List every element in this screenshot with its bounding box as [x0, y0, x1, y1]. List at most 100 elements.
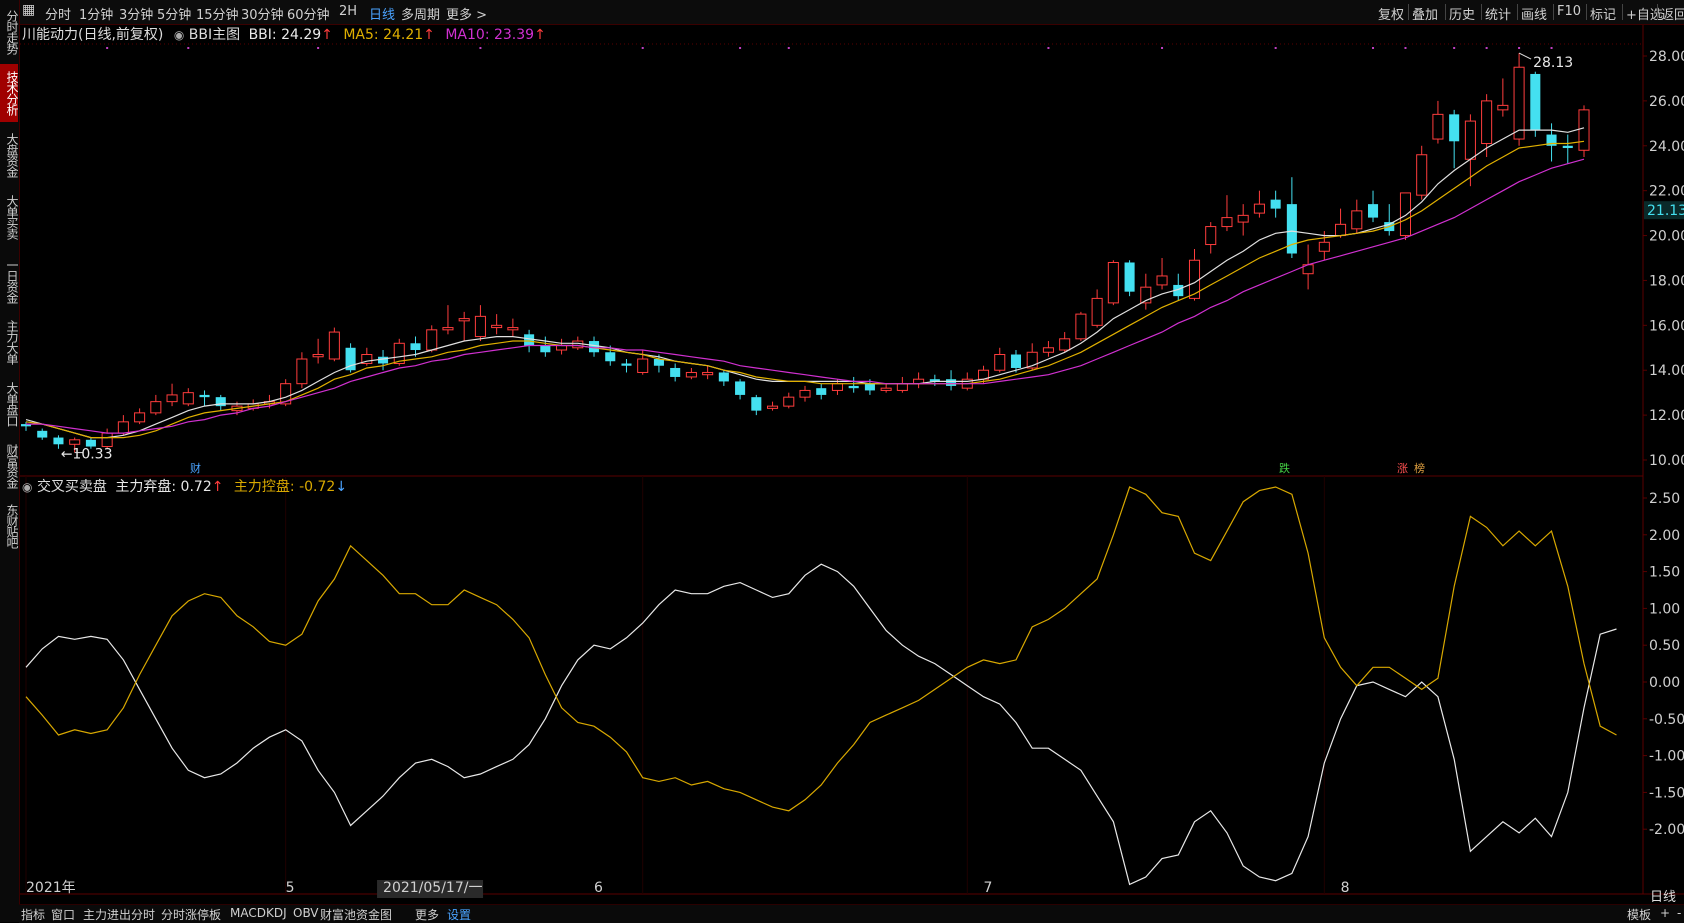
toolbar-right-item-7[interactable]: +自选	[1626, 8, 1663, 23]
toolbar-item-2[interactable]: 3分钟	[119, 8, 154, 23]
y-tick-label: 26.00	[1649, 94, 1684, 110]
bottom-tab-7[interactable]: 财富池资金图	[320, 908, 393, 922]
bottom-tab-2[interactable]: 主力进出分时	[83, 908, 156, 922]
candle-body	[605, 352, 616, 362]
candle-body	[1481, 100, 1493, 145]
bottom-tab-8[interactable]: 更多	[415, 908, 440, 922]
toolbar-item-6[interactable]: 60分钟	[287, 8, 330, 23]
toolbar-item-1[interactable]: 1分钟	[79, 8, 114, 23]
toolbar-item-8[interactable]: 日线	[369, 8, 396, 23]
candle-body	[1530, 73, 1541, 131]
y-tick-label: 0.00	[1649, 675, 1680, 691]
toolbar-item-0[interactable]: 分时	[45, 8, 72, 23]
toolbar-divider	[1481, 4, 1482, 20]
toolbar-right-item-0[interactable]: 复权	[1378, 8, 1405, 23]
sidebar-item-5[interactable]: 主力大单	[5, 320, 19, 364]
zoom-out-button[interactable]: -	[1677, 906, 1682, 920]
candle-body	[1042, 347, 1054, 353]
toolbar-right-item-2[interactable]: 历史	[1449, 8, 1476, 23]
toolbar-right-item-6[interactable]: 标记	[1590, 8, 1617, 23]
marker-cai[interactable]: 财	[190, 462, 201, 475]
toolbar-item-9[interactable]: 多周期	[401, 8, 441, 23]
bbi-arrow: ↑	[321, 27, 333, 43]
candle-body	[1156, 275, 1168, 286]
candle-body	[507, 327, 519, 331]
toolbar-right-item-1[interactable]: 叠加	[1412, 8, 1439, 23]
bottom-tab-9[interactable]: 设置	[447, 908, 472, 922]
candle-body	[458, 318, 470, 322]
candle-body	[378, 356, 389, 364]
bottom-tab-5[interactable]: KDJ	[266, 906, 287, 920]
candlestick-chart[interactable]: 28.13 ←10.33	[20, 47, 1590, 463]
toolbar-divider	[1586, 4, 1587, 20]
circle-dot-icon[interactable]: ◉	[173, 28, 185, 42]
toolbar-item-4[interactable]: 15分钟	[196, 8, 239, 23]
bottom-tabs: 指标 窗口 主力进出分时 分时涨停板 MACD KDJ OBV 财富池资金图 更多 设置 模板 +…	[19, 904, 1684, 923]
candle-body	[735, 381, 746, 395]
toolbar-right-item-5[interactable]: F10	[1557, 4, 1582, 19]
candle-body	[1351, 210, 1363, 230]
candle-body	[718, 372, 729, 382]
y-tick-label: 20.00	[1649, 229, 1684, 245]
candle-body	[994, 354, 1006, 371]
ma5-arrow: ↑	[423, 27, 435, 43]
toolbar-item-10[interactable]: 更多 >	[446, 8, 488, 23]
template-button[interactable]: 模板	[1627, 908, 1652, 922]
sidebar-item-4[interactable]: 一日资金	[5, 259, 19, 303]
candle-body	[199, 394, 210, 398]
sub-indicator-name[interactable]: 交叉买卖盘	[36, 479, 107, 495]
indicator-name[interactable]: BBI主图	[188, 27, 241, 43]
candle-body	[215, 397, 226, 407]
grid-icon[interactable]: ▦	[22, 2, 36, 18]
bottom-tab-3[interactable]: 分时涨停板	[161, 908, 222, 922]
toolbar-item-3[interactable]: 5分钟	[157, 8, 192, 23]
bottom-tab-0[interactable]: 指标	[21, 908, 46, 922]
bottom-tab-6[interactable]: OBV	[293, 906, 319, 920]
candle-body	[182, 392, 194, 405]
toolbar-right-item-4[interactable]: 画线	[1521, 8, 1548, 23]
y-axis: 28.00 26.00 24.00 22.00 20.00 18.00 16.00 14.00…	[1643, 49, 1684, 838]
bottom-tab-4[interactable]: MACD	[230, 906, 266, 920]
zoom-in-button[interactable]: +	[1660, 906, 1671, 920]
sub-legend: ◉ 交叉买卖盘 主力弃盘: 0.72↑ 主力控盘: -0.72↓	[22, 476, 347, 496]
marker-bang[interactable]: 榜	[1414, 462, 1425, 475]
candle-body	[1513, 66, 1525, 140]
min-label: ←10.33	[61, 447, 113, 463]
toolbar-item-7[interactable]: 2H	[339, 4, 358, 19]
signal-dot	[641, 47, 644, 49]
cross-trade-chart[interactable]	[25, 486, 1617, 886]
candle-body	[393, 342, 405, 364]
sidebar-item-0[interactable]: 分时走势	[5, 10, 19, 54]
candle-body	[491, 324, 503, 329]
candle-body	[880, 387, 892, 391]
candle-body	[1205, 226, 1217, 246]
candle-body	[69, 439, 81, 445]
candle-body	[1010, 354, 1022, 368]
candle-body	[1221, 217, 1233, 228]
y-tick-label: -2.00	[1649, 822, 1684, 838]
sidebar-item-7[interactable]: 财富资金	[5, 444, 19, 488]
candle-body	[1286, 204, 1297, 254]
marker-die[interactable]: 跌	[1279, 462, 1290, 475]
stock-title[interactable]: 川能动力(日线,前复权)	[22, 27, 164, 43]
toolbar-right-item-8[interactable]: 返回	[1661, 8, 1684, 23]
toolbar-right-item-3[interactable]: 统计	[1485, 8, 1512, 23]
marker-zhang[interactable]: 涨	[1397, 462, 1408, 475]
sidebar-item-1[interactable]: 技术分析	[0, 64, 19, 122]
bottom-tab-1[interactable]: 窗口	[51, 908, 76, 922]
sidebar-item-6[interactable]: 大单盘口	[5, 382, 19, 426]
candle-body	[37, 430, 48, 438]
sidebar-item-3[interactable]: 大单买卖	[5, 195, 19, 239]
sidebar-item-8[interactable]: 东财贴吧	[5, 504, 19, 548]
candle-body	[1026, 351, 1038, 369]
sidebar-item-2[interactable]: 大盘资金	[5, 133, 19, 177]
toolbar-divider	[1553, 4, 1554, 20]
toolbar-item-5[interactable]: 30分钟	[241, 8, 284, 23]
y-tick-label: 1.50	[1649, 565, 1680, 581]
candle-body	[1562, 145, 1573, 149]
circle-dot-icon[interactable]: ◉	[22, 480, 33, 494]
toolbar-divider	[1517, 4, 1518, 20]
y-tick-label: 18.00	[1649, 273, 1684, 289]
period-label: 日线	[1650, 890, 1677, 905]
